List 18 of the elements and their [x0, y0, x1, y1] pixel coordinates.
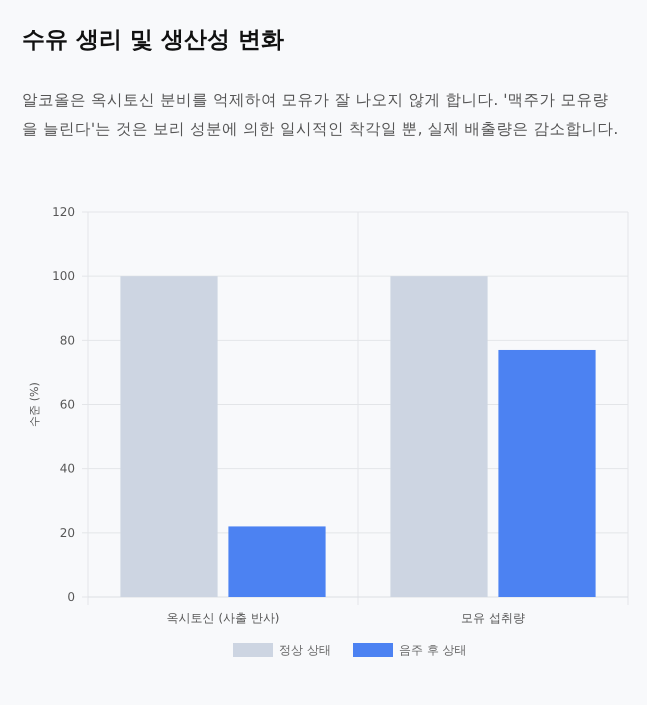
- bar: [498, 350, 596, 597]
- bar: [228, 526, 326, 597]
- y-tick-label: 80: [60, 333, 75, 348]
- y-tick-label: 0: [67, 590, 75, 604]
- bar: [120, 276, 218, 597]
- chart-subtitle: 알코올은 옥시토신 분비를 억제하여 모유가 잘 나오지 않게 합니다. '맥주가 모유량을 늘린다'는 것은 보리 성분에 의한 일시적인 착각일 뿐, 실제 배출량은 감소합니다.: [22, 90, 620, 140]
- bar: [390, 276, 488, 597]
- y-tick-label: 100: [52, 269, 75, 284]
- y-axis-title: 수준 (%): [28, 382, 41, 427]
- y-tick-label: 60: [60, 398, 75, 412]
- legend-label: 정상 상태: [279, 643, 331, 657]
- y-tick-label: 40: [60, 462, 75, 476]
- y-tick-label: 120: [52, 205, 75, 219]
- legend-label: 음주 후 상태: [399, 643, 467, 657]
- x-tick-label: 모유 섭취량: [461, 611, 525, 625]
- chart-title: 수유 생리 및 생산성 변화: [22, 26, 284, 55]
- x-tick-label: 옥시토신 (사출 반사): [166, 611, 280, 625]
- y-tick-label: 20: [60, 526, 75, 540]
